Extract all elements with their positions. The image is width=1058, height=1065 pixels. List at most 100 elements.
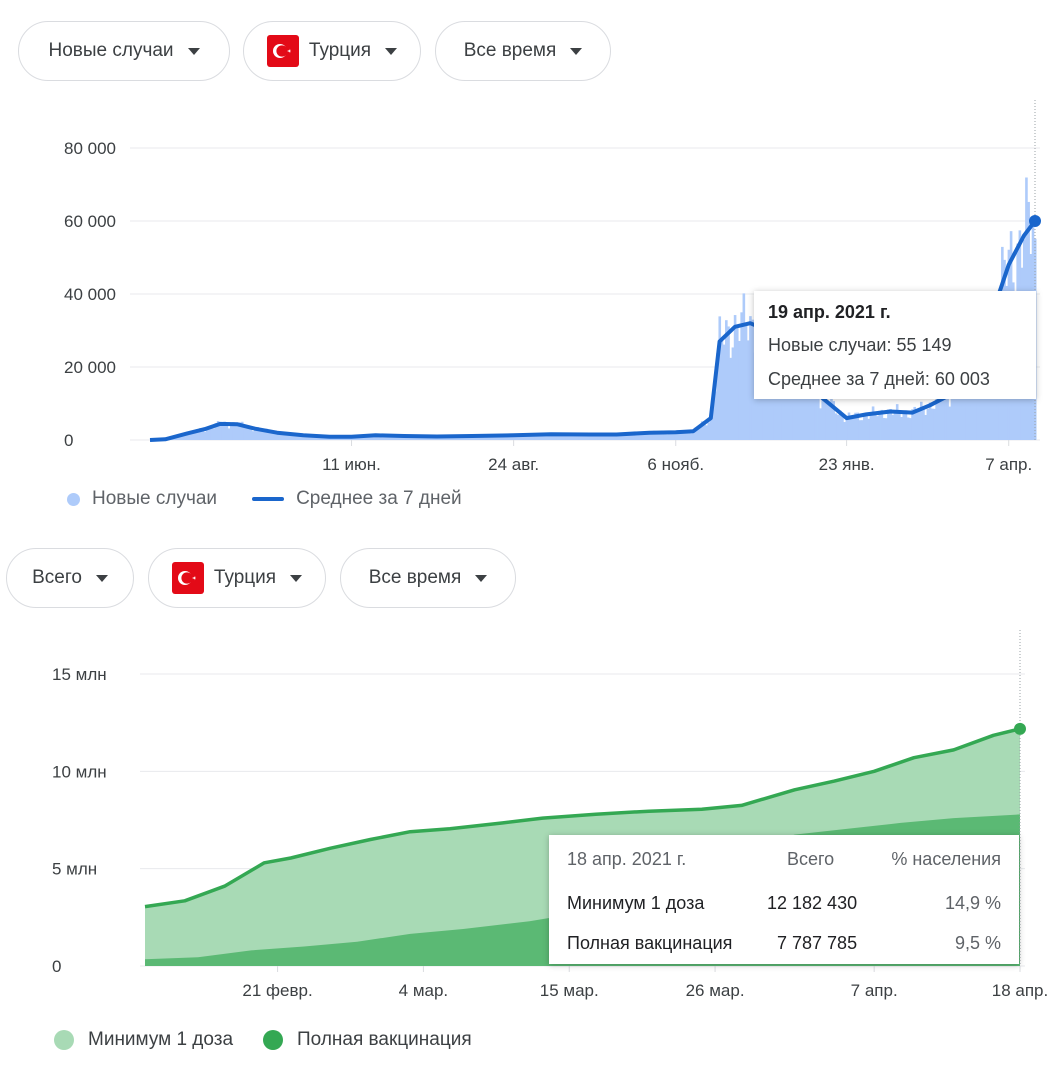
- period-dropdown[interactable]: Все время: [435, 21, 611, 81]
- daily-cases-bar: [600, 436, 603, 440]
- vax-country-dropdown[interactable]: Турция: [148, 548, 326, 608]
- daily-cases-bar: [216, 421, 220, 440]
- daily-cases-bar: [852, 418, 855, 440]
- metric-dropdown[interactable]: Новые случаи: [18, 21, 230, 81]
- daily-cases-bar: [512, 436, 516, 440]
- daily-cases-bar: [915, 412, 919, 440]
- daily-cases-bar: [646, 432, 649, 440]
- daily-cases-bar: [446, 437, 450, 440]
- daily-cases-bar: [948, 406, 952, 440]
- daily-cases-bar: [970, 369, 973, 440]
- daily-cases-bar: [203, 431, 207, 440]
- daily-cases-bar: [262, 429, 266, 440]
- average-end-marker: [1029, 214, 1041, 227]
- daily-cases-bar: [729, 357, 733, 440]
- daily-cases-bar: [405, 436, 408, 440]
- daily-cases-bar: [578, 434, 581, 440]
- daily-cases-bar: [560, 435, 564, 440]
- daily-cases-bar: [297, 434, 301, 440]
- daily-cases-bar: [376, 434, 380, 440]
- country-dropdown[interactable]: Турция: [243, 21, 421, 81]
- daily-cases-bar: [549, 433, 553, 440]
- daily-cases-bar: [225, 424, 229, 440]
- daily-cases-bar: [817, 398, 820, 440]
- y-tick-label: 60 000: [64, 212, 116, 231]
- daily-cases-bar: [381, 436, 384, 440]
- x-tick-label: 6 нояб.: [647, 455, 704, 474]
- daily-cases-bar: [278, 433, 281, 440]
- daily-cases-bar: [865, 414, 868, 440]
- daily-cases-bar: [657, 433, 660, 440]
- daily-cases-bar: [573, 434, 577, 440]
- daily-cases-bar: [968, 368, 971, 440]
- daily-cases-bar: [205, 429, 209, 440]
- daily-cases-bar: [668, 432, 671, 440]
- daily-cases-bar: [516, 434, 520, 440]
- daily-cases-bar: [477, 435, 481, 440]
- daily-cases-bar: [716, 353, 719, 440]
- chevron-down-icon: [187, 47, 200, 55]
- daily-cases-bar: [812, 390, 816, 440]
- cases-chart[interactable]: 0 20 000 40 000 60 000 80 000 11 июн. 24 авг. 6…: [0, 100, 1058, 480]
- daily-cases-bar: [810, 389, 814, 440]
- daily-cases-bar: [308, 436, 312, 440]
- legend-full-label: Полная вакцинация: [297, 1029, 472, 1050]
- daily-cases-bar: [830, 397, 833, 440]
- vaccination-legend: Минимум 1 доза Полная вакцинация: [54, 1029, 472, 1051]
- daily-cases-bar: [243, 426, 246, 440]
- legend-one-dose-label: Минимум 1 доза: [88, 1029, 234, 1050]
- daily-cases-bar: [751, 319, 754, 440]
- daily-cases-bar: [589, 433, 592, 440]
- daily-cases-bar: [906, 417, 910, 440]
- daily-cases-bar: [492, 435, 496, 440]
- daily-cases-bar: [534, 435, 538, 440]
- vax-period-dropdown[interactable]: Все время: [340, 548, 516, 608]
- daily-cases-bar: [365, 436, 369, 440]
- legend-bars-label: Новые случаи: [92, 488, 218, 509]
- daily-cases-bar: [650, 432, 654, 440]
- daily-cases-bar: [889, 409, 892, 440]
- daily-cases-bar: [939, 401, 943, 440]
- daily-cases-bar: [186, 434, 189, 440]
- tooltip-average: Среднее за 7 дней: 60 003: [768, 369, 990, 389]
- vax-period-dropdown-label: Все время: [368, 567, 462, 588]
- daily-cases-bar: [827, 405, 831, 440]
- daily-cases-bar: [838, 410, 842, 440]
- daily-cases-bar: [258, 428, 262, 440]
- daily-cases-bar: [808, 369, 811, 440]
- daily-cases-bar: [218, 424, 222, 440]
- daily-cases-bar: [665, 434, 669, 440]
- seven-day-average-line: [149, 219, 1037, 442]
- daily-cases-bar: [536, 435, 540, 440]
- daily-cases-bar: [238, 422, 242, 440]
- daily-cases-bar: [738, 340, 741, 440]
- daily-cases-bar: [928, 402, 932, 440]
- daily-cases-bar: [884, 418, 888, 440]
- daily-cases-bar: [681, 433, 684, 440]
- daily-cases-bar: [429, 436, 432, 440]
- daily-cases-bar: [503, 435, 507, 440]
- x-tick-label: 23 янв.: [819, 455, 875, 474]
- daily-cases-bar: [613, 433, 616, 440]
- daily-cases-bar: [672, 433, 676, 440]
- daily-cases-bar: [902, 412, 906, 440]
- daily-cases-bar: [630, 433, 634, 440]
- daily-cases-bar: [194, 431, 198, 440]
- daily-cases-bar: [974, 364, 978, 440]
- daily-cases-bar: [188, 434, 191, 440]
- vax-metric-dropdown[interactable]: Всего: [6, 548, 134, 608]
- daily-cases-bar: [199, 427, 202, 440]
- daily-cases-bar: [576, 435, 579, 440]
- country-dropdown-label: Турция: [308, 40, 372, 61]
- daily-cases-bar: [913, 406, 917, 440]
- legend-line-swatch: [252, 497, 285, 501]
- y-tick-label: 20 000: [64, 358, 116, 377]
- daily-cases-bar: [795, 382, 798, 440]
- period-dropdown-label: Все время: [463, 40, 557, 61]
- daily-cases-bar: [683, 432, 687, 440]
- daily-cases-bar: [372, 435, 375, 440]
- daily-cases-bar: [587, 433, 590, 440]
- y-tick-label: 10 млн: [52, 762, 107, 781]
- cases-legend: Новые случаи Среднее за 7 дней: [67, 488, 462, 510]
- daily-cases-bar: [541, 433, 544, 440]
